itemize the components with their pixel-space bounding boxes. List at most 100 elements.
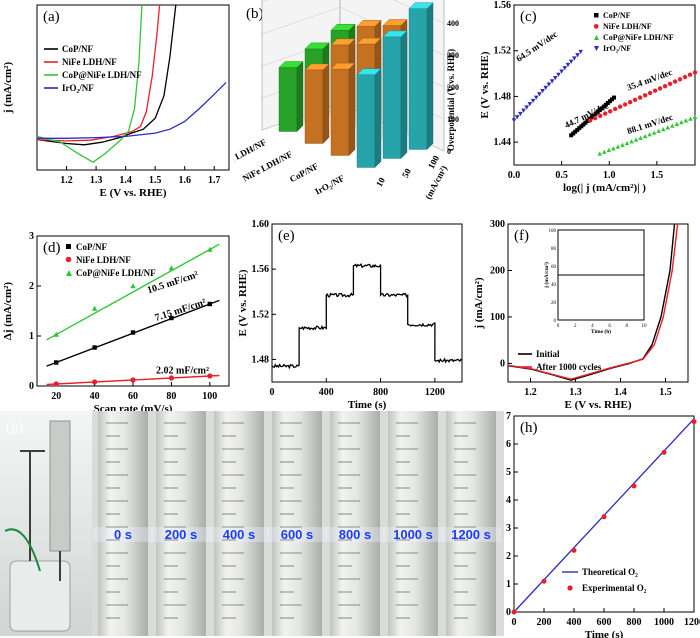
legend-swatch bbox=[567, 585, 573, 591]
y-tick-label: 1 bbox=[29, 331, 34, 342]
data-point bbox=[514, 115, 520, 120]
burette-photo bbox=[446, 411, 496, 636]
data-point bbox=[638, 135, 643, 140]
data-point bbox=[556, 72, 561, 77]
data-point bbox=[53, 381, 59, 387]
x-tick-label: 1.7 bbox=[208, 175, 221, 186]
bar-side bbox=[296, 61, 304, 132]
series-group bbox=[508, 224, 679, 381]
y-tick-label: 100 bbox=[490, 312, 505, 323]
chart-a: (a) 1.2 1.3 1.4 1.5 1.6 1.7 E (V vs. RHE) j (mA/… bbox=[2, 4, 230, 199]
data-point bbox=[577, 126, 582, 131]
bar-top bbox=[330, 62, 356, 70]
data-point bbox=[530, 98, 536, 104]
data-point bbox=[583, 120, 588, 125]
syringe-icon bbox=[49, 420, 71, 552]
bar-top bbox=[278, 61, 304, 68]
data-point bbox=[652, 88, 658, 93]
z-tick-label: 300 bbox=[447, 51, 459, 60]
y-tick-label: 4 bbox=[506, 495, 511, 506]
data-point bbox=[606, 147, 612, 153]
chart-h: (h) 0 200 400 600 800 1000 1200 0 1 2 3 4 5 6 7 Time (s)… bbox=[506, 411, 700, 638]
inset-y-tick-label: 80 bbox=[551, 247, 557, 252]
data-point bbox=[593, 115, 598, 121]
photo-g-overlay: (g) bbox=[4, 419, 476, 632]
data-point bbox=[546, 82, 552, 87]
data-point bbox=[629, 139, 634, 144]
y-tick-label: 6 bbox=[506, 439, 511, 450]
chart-c: (c) 0.0 0.5 1.0 1.5 1.44 1.48 1.52 1.56 log(| j (… bbox=[479, 0, 698, 194]
bar-top bbox=[356, 68, 382, 75]
x-tick-label: 60 bbox=[128, 391, 138, 402]
x-tick-label: 1.5 bbox=[651, 170, 664, 181]
data-point bbox=[552, 75, 558, 81]
y-tick-label: 0 bbox=[500, 358, 505, 369]
data-point bbox=[585, 118, 590, 123]
legend-label: Theoretical O₂ bbox=[582, 567, 638, 577]
bar-front bbox=[330, 68, 350, 156]
bar-side bbox=[348, 62, 356, 156]
data-point bbox=[670, 123, 675, 128]
data-point bbox=[607, 109, 613, 114]
data-point bbox=[527, 102, 533, 107]
tafel-slope-label: 88.1 mV/dec bbox=[626, 112, 674, 136]
burette-photo bbox=[330, 411, 380, 636]
data-point bbox=[568, 59, 574, 64]
panel-letter: (c) bbox=[520, 9, 537, 25]
data-point bbox=[575, 53, 580, 58]
data-point bbox=[605, 100, 610, 105]
legend-swatch bbox=[66, 244, 71, 249]
series-line bbox=[508, 224, 679, 380]
x-axis-label: E (V vs. RHE) bbox=[564, 399, 631, 411]
inset-x-tick-label: 4 bbox=[591, 324, 594, 329]
data-point bbox=[593, 111, 598, 116]
data-point bbox=[591, 113, 596, 118]
inset-y-tick-label: 100 bbox=[549, 229, 557, 234]
inset-x-tick-label: 10 bbox=[642, 324, 648, 329]
y-tick-label: 2 bbox=[506, 551, 511, 562]
z-tick-label: 100 bbox=[447, 115, 459, 124]
data-point bbox=[562, 66, 568, 71]
data-point bbox=[91, 305, 98, 311]
plot-frame bbox=[507, 223, 689, 383]
fit-line bbox=[46, 243, 220, 341]
y-axis-label: j (mA/cm²) bbox=[2, 62, 14, 115]
legend-swatch bbox=[593, 24, 599, 29]
legend-label: CoP@NiFe LDH/NF bbox=[76, 268, 156, 278]
x-tick-label: 400 bbox=[319, 387, 334, 398]
data-point bbox=[674, 121, 680, 126]
x-tick-label: 1.4 bbox=[614, 387, 627, 398]
legend-swatch bbox=[66, 270, 72, 276]
data-point bbox=[602, 111, 608, 116]
data-point bbox=[603, 102, 608, 107]
x-axis-label: Time (s) bbox=[348, 399, 387, 411]
x-tick-label: 1.5 bbox=[149, 175, 162, 186]
data-point bbox=[130, 283, 136, 289]
data-point bbox=[657, 86, 663, 91]
bar-side bbox=[426, 2, 434, 150]
data-point bbox=[588, 118, 593, 123]
time-label: 600 s bbox=[267, 527, 327, 542]
x-tick-label: 1.2 bbox=[524, 387, 537, 398]
legend-label: NiFe LDH/NF bbox=[62, 57, 117, 67]
inset-y-tick-label: 40 bbox=[551, 283, 557, 288]
experimental-point bbox=[541, 578, 547, 584]
data-point bbox=[692, 70, 698, 75]
inset-x-tick-label: 0 bbox=[557, 324, 560, 329]
series-line bbox=[37, 5, 161, 142]
z-tick-label: 200 bbox=[447, 83, 459, 92]
data-point bbox=[549, 79, 555, 84]
data-point bbox=[537, 92, 542, 97]
experimental-point bbox=[601, 514, 607, 520]
y-tick-label: 3 bbox=[29, 231, 34, 242]
legend-label: After 1000 cycles bbox=[536, 362, 602, 372]
x-tick-label: 0.0 bbox=[508, 170, 521, 181]
panel-letter: (d) bbox=[43, 240, 61, 256]
legend-label: CoP@NiFe LDH/NF bbox=[62, 70, 142, 80]
inset-x-tick-label: 2 bbox=[574, 324, 577, 329]
panel-letter: (h) bbox=[520, 420, 538, 436]
catalyst-label: CoP/NF bbox=[288, 161, 321, 185]
y-tick-label: 300 bbox=[490, 219, 505, 230]
bar-side bbox=[374, 68, 382, 168]
data-point bbox=[521, 108, 526, 113]
